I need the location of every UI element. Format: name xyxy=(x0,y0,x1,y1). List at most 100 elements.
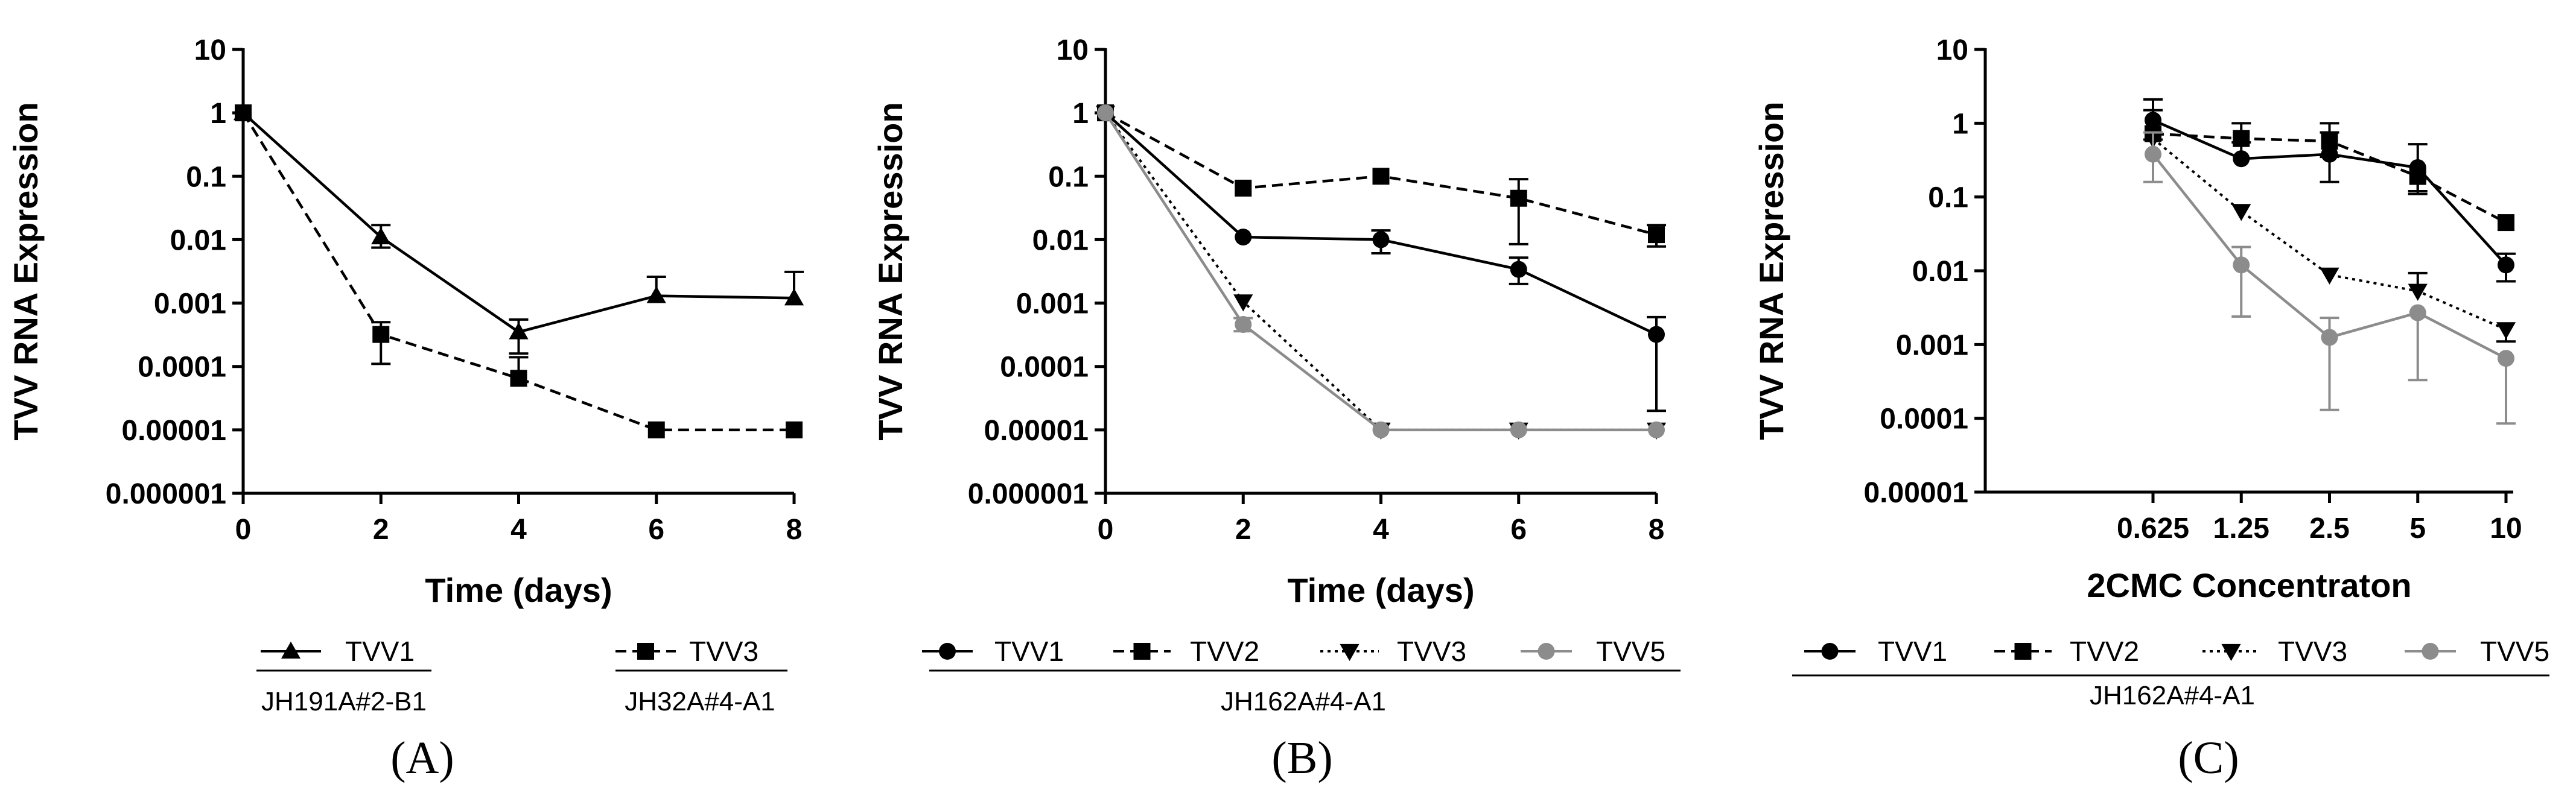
data-point xyxy=(2320,267,2339,285)
data-point xyxy=(2498,214,2514,232)
legend-marker xyxy=(1133,643,1151,660)
legend-group-label: JH191A#2-B1 xyxy=(261,687,427,716)
series-line xyxy=(1104,112,1657,336)
legend-group-label: JH32A#4-A1 xyxy=(625,687,775,716)
legend-marker xyxy=(1821,643,1839,660)
data-point xyxy=(2409,168,2426,185)
data-point xyxy=(2496,322,2516,340)
legend-group: TVV1 TVV2 TVV3 TVV5 JH162A#4-A1 xyxy=(1792,636,2549,710)
data-point xyxy=(1648,421,1665,438)
y-tick-label: 0.001 xyxy=(1016,288,1089,320)
legend-label: TVV2 xyxy=(1190,636,1259,667)
legend-label: TVV3 xyxy=(1397,636,1466,667)
x-tick-label: 6 xyxy=(1510,514,1527,546)
data-point xyxy=(510,370,527,387)
legend-group: TVV1 TVV2 TVV3 TVV5 JH162A#4-A1 xyxy=(922,636,1681,716)
x-tick-label: 6 xyxy=(648,514,664,546)
chart-panel-b: 0.000001 0.00001 0.0001 0.001 0.01 0.1 1 10 0 2 4 6… xyxy=(871,34,1681,783)
data-point xyxy=(235,104,252,122)
legend-label: TVV3 xyxy=(2278,636,2347,667)
series-tvv1 xyxy=(233,103,804,355)
y-tick-label: 0.00001 xyxy=(121,415,226,447)
y-tick-label: 10 xyxy=(1057,34,1089,66)
series-tvv5 xyxy=(2143,131,2516,425)
y-tick-label: 0.001 xyxy=(1896,329,1968,361)
y-axis-label: TVV RNA Expression xyxy=(1752,101,1790,440)
y-tick-label: 1 xyxy=(210,98,226,130)
x-tick-label: 2 xyxy=(1235,514,1251,546)
x-tick-label: 0.625 xyxy=(2117,513,2189,545)
y-tick-label: 10 xyxy=(1936,34,1968,66)
legend-label: TVV1 xyxy=(345,636,415,667)
data-point xyxy=(2321,329,2338,346)
data-point xyxy=(1235,229,1252,246)
series-line xyxy=(1104,112,1656,432)
x-tick-label: 10 xyxy=(2490,513,2522,545)
data-point xyxy=(2498,350,2514,367)
chart-panel-c: 0.00001 0.0001 0.001 0.01 0.1 1 10 0.625 1.25 2.5… xyxy=(1752,34,2549,783)
series-tvv5 xyxy=(1097,104,1665,438)
y-tick-label: 10 xyxy=(194,34,226,66)
legend-group-label: JH162A#4-A1 xyxy=(1221,687,1386,716)
y-tick-label: 1 xyxy=(1952,108,1968,140)
series-tvv2 xyxy=(2143,109,2514,232)
y-tick-label: 0.0001 xyxy=(138,352,226,384)
data-point xyxy=(2233,256,2250,274)
x-tick-label: 8 xyxy=(1649,514,1665,546)
legend-group: TVV1 JH191A#2-B1 xyxy=(256,636,431,716)
data-point xyxy=(646,286,666,303)
legend-label: TVV5 xyxy=(2480,636,2549,667)
legend-label: TVV3 xyxy=(689,636,758,667)
x-tick-label: 2.5 xyxy=(2309,513,2350,545)
y-tick-label: 0.0001 xyxy=(1880,403,1968,435)
legend-label: TVV2 xyxy=(2070,636,2139,667)
x-tick-label: 0 xyxy=(1098,514,1114,546)
data-point xyxy=(2231,204,2251,221)
x-tick-label: 0 xyxy=(235,514,252,546)
x-axis-label: 2CMC Concentraton xyxy=(2087,566,2411,604)
data-point xyxy=(647,421,665,438)
data-point xyxy=(2409,304,2426,321)
series-tvv1 xyxy=(1097,104,1666,412)
data-point xyxy=(509,322,529,340)
x-tick-label: 4 xyxy=(1373,514,1389,546)
series-tvv3 xyxy=(2143,131,2516,343)
y-tick-label: 0.01 xyxy=(1912,256,1968,288)
legend-marker xyxy=(1340,643,1360,662)
data-point xyxy=(2233,130,2250,147)
series-tvv3 xyxy=(235,104,803,438)
y-tick-label: 0.001 xyxy=(154,288,226,320)
y-tick-label: 0.1 xyxy=(1048,161,1089,193)
y-tick-label: 0.0001 xyxy=(1000,352,1089,384)
series-line xyxy=(242,112,795,333)
y-tick-label: 0.1 xyxy=(1928,182,1968,214)
data-point xyxy=(1510,421,1527,438)
series-line xyxy=(1104,112,1656,431)
panel-label: (A) xyxy=(390,733,454,783)
y-tick-label: 0.000001 xyxy=(968,478,1089,510)
data-point xyxy=(2233,150,2250,168)
x-tick-label: 8 xyxy=(786,514,803,546)
x-tick-label: 5 xyxy=(2409,513,2426,545)
y-tick-label: 0.000001 xyxy=(106,478,226,510)
x-axis-label: Time (days) xyxy=(1287,571,1474,609)
x-tick-label: 1.25 xyxy=(2213,513,2269,545)
data-point xyxy=(1372,168,1390,185)
panel-label: (C) xyxy=(2178,733,2239,783)
legend-marker xyxy=(939,643,956,660)
y-axis-label: TVV RNA Expression xyxy=(7,102,45,440)
y-tick-label: 0.1 xyxy=(186,161,226,193)
y-tick-label: 0.01 xyxy=(1032,224,1089,256)
legend-marker xyxy=(637,643,654,660)
legend-label: TVV5 xyxy=(1596,636,1665,667)
chart-panel-a: 0.000001 0.00001 0.0001 0.001 0.01 0.1 1 10 0 2 4 6… xyxy=(7,34,804,783)
panel-label: (B) xyxy=(1271,733,1332,783)
legend-label: TVV1 xyxy=(1878,636,1947,667)
x-axis-label: Time (days) xyxy=(425,571,612,609)
legend-marker xyxy=(281,641,301,659)
data-point xyxy=(1510,261,1527,278)
y-tick-label: 0.00001 xyxy=(1863,477,1968,509)
data-point xyxy=(2498,256,2514,274)
data-point xyxy=(371,227,391,245)
